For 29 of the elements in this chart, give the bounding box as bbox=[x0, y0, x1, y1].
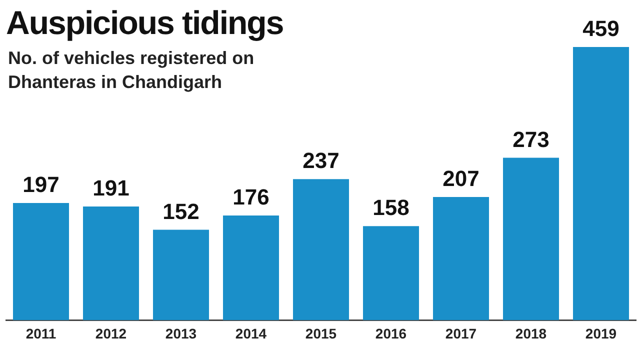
data-label: 176 bbox=[232, 184, 270, 210]
data-label: 152 bbox=[162, 198, 200, 224]
bar bbox=[13, 202, 69, 320]
bar bbox=[83, 206, 139, 320]
data-label: 207 bbox=[442, 166, 480, 192]
data-label: 237 bbox=[302, 148, 340, 174]
data-label: 273 bbox=[512, 126, 550, 152]
text: No. of vehicles registered on Dhanteras in Chandigarh bbox=[8, 47, 256, 94]
x-tick-label: 2012 bbox=[95, 325, 127, 342]
data-label: 197 bbox=[22, 172, 60, 198]
data-label: 191 bbox=[92, 176, 130, 201]
data-label: 158 bbox=[372, 195, 410, 220]
x-tick-label: 2017 bbox=[445, 325, 477, 342]
x-tick-label: 2015 bbox=[305, 325, 337, 342]
x-tick-label: 2016 bbox=[375, 325, 407, 342]
bar bbox=[573, 47, 629, 320]
bar bbox=[503, 158, 559, 320]
x-tick-label: 2013 bbox=[165, 325, 197, 342]
x-tick-label: 2011 bbox=[26, 325, 56, 342]
x-tick-label: 2018 bbox=[515, 325, 547, 342]
chart-title: Auspicious tidings bbox=[6, 4, 284, 42]
bar bbox=[433, 196, 489, 320]
x-tick-label: 2014 bbox=[235, 325, 267, 342]
bar bbox=[293, 179, 349, 320]
bar bbox=[153, 230, 209, 320]
x-tick-label: 2019 bbox=[585, 325, 617, 342]
bar bbox=[363, 226, 419, 320]
data-label: 459 bbox=[582, 16, 620, 42]
bar bbox=[223, 215, 279, 320]
